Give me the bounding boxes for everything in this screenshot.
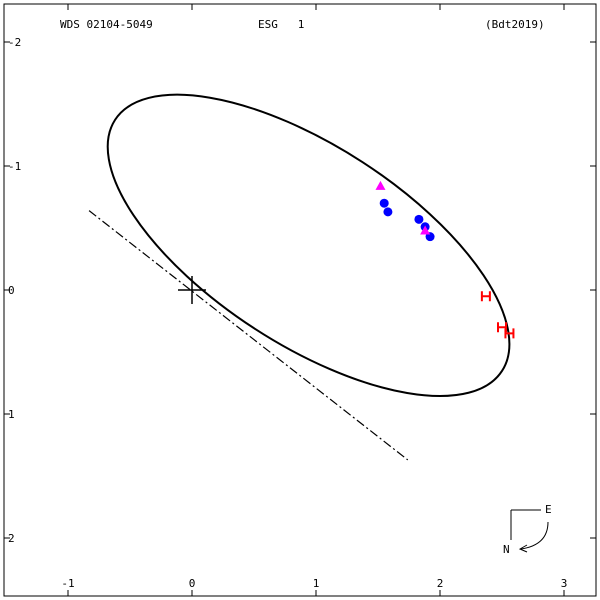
x-tick-label: 1 xyxy=(313,577,320,590)
observation-circle xyxy=(383,207,393,217)
compass-north-label: N xyxy=(503,543,510,556)
line-of-nodes xyxy=(88,210,409,461)
x-tick-label: 2 xyxy=(437,577,444,590)
reference-label: (Bdt2019) xyxy=(485,18,545,31)
y-tick-label: 0 xyxy=(8,284,15,297)
compass: E N xyxy=(503,503,552,556)
axis-ticks xyxy=(4,4,596,596)
data-marks xyxy=(375,180,515,339)
compass-east-label: E xyxy=(545,503,552,516)
compass-arrowhead xyxy=(518,544,528,553)
observation-circle xyxy=(379,198,389,208)
orbit-layer xyxy=(88,93,511,461)
plot-frame xyxy=(3,3,597,597)
x-tick-label: 0 xyxy=(189,577,196,590)
tick-labels: -1 0 1 2 3 2 1 0 -1 -2 xyxy=(8,36,567,590)
compass-rotation-arrow xyxy=(520,521,549,550)
observation-h-marker xyxy=(480,291,491,302)
observation-triangle xyxy=(375,180,386,190)
x-tick-label: 3 xyxy=(561,577,568,590)
observation-h-marker xyxy=(504,328,515,339)
discoverer-label: ESG 1 xyxy=(258,18,304,31)
observation-triangle xyxy=(420,225,431,235)
y-tick-label: -1 xyxy=(8,160,21,173)
y-tick-label: 2 xyxy=(8,532,15,545)
x-tick-label: -1 xyxy=(61,577,74,590)
y-tick-label: -2 xyxy=(8,36,21,49)
observation-circle xyxy=(414,214,424,224)
y-tick-label: 1 xyxy=(8,408,15,421)
wds-label: WDS 02104-5049 xyxy=(60,18,153,31)
orbit-ellipse xyxy=(106,93,511,398)
